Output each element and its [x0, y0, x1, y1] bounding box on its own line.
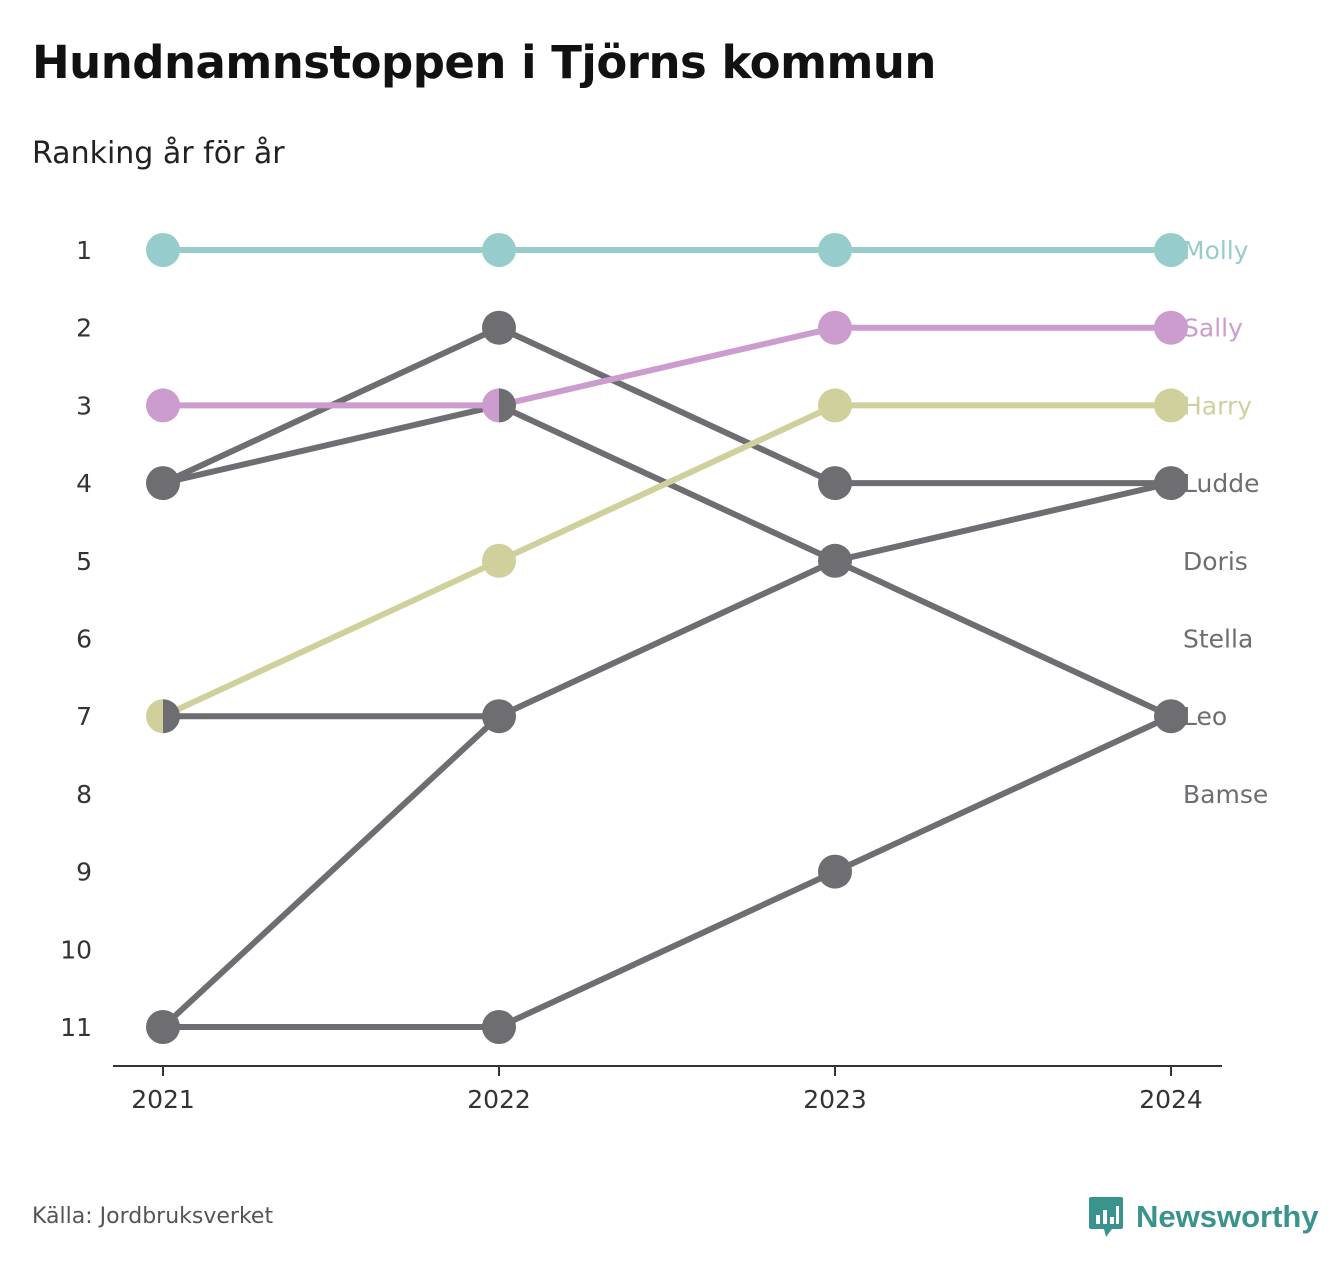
chart-subtitle: Ranking år för år — [32, 136, 285, 171]
x-tick-label: 2022 — [467, 1085, 531, 1114]
series-label-molly: Molly — [1183, 236, 1249, 265]
point-leo-2023 — [818, 854, 852, 889]
series-lines — [160, 247, 1174, 1030]
y-tick-label: 6 — [76, 625, 92, 654]
point-molly-2021 — [146, 233, 180, 267]
y-tick-label: 11 — [60, 1013, 92, 1042]
newsworthy-logo-icon — [1089, 1197, 1123, 1237]
point-ludde-doris-2024 — [1154, 466, 1188, 501]
source-note: Källa: Jordbruksverket — [32, 1204, 274, 1229]
point-half-left — [146, 699, 163, 734]
point-harry-2023 — [818, 388, 852, 423]
series-line-harry — [160, 402, 1174, 720]
y-tick-label: 3 — [76, 391, 92, 420]
series-label-stella: Stella — [1183, 625, 1253, 654]
y-tick-label: 7 — [76, 702, 92, 731]
series-line-stella — [160, 402, 1174, 720]
point-stella-leo-2024 — [1154, 699, 1188, 734]
series-label-ludde: Ludde — [1183, 469, 1259, 498]
y-tick-label: 10 — [60, 935, 92, 964]
x-axis: 2021 2022 2023 2024 — [113, 1065, 1222, 1114]
point-doris-bamse-2022 — [482, 699, 516, 734]
series-labels: Molly Sally Harry Ludde Doris Stella Leo Bamse — [1183, 236, 1268, 809]
point-half-right — [499, 388, 516, 423]
point-molly-2022 — [482, 233, 516, 267]
point-ludde-stella-2021 — [146, 466, 180, 501]
y-tick-label: 5 — [76, 547, 92, 576]
point-sally-2024 — [1154, 310, 1188, 345]
point-sally-2023 — [818, 310, 852, 345]
brand-logo: Newsworthy — [1088, 1194, 1319, 1240]
series-label-harry: Harry — [1183, 391, 1252, 420]
x-tick-label: 2021 — [131, 1085, 195, 1114]
x-tick-label: 2023 — [803, 1085, 867, 1114]
x-tick-label: 2024 — [1139, 1085, 1203, 1114]
y-axis-ticks: 1 2 3 4 5 6 7 8 9 10 11 — [60, 236, 92, 1042]
point-ludde-2022 — [482, 310, 516, 345]
series-line-leo — [160, 713, 1174, 1030]
point-harry-bamse-2021 — [146, 699, 180, 734]
point-sally-stella-2022 — [482, 388, 516, 423]
y-tick-label: 2 — [76, 314, 92, 343]
point-ludde-2023 — [818, 466, 852, 501]
y-tick-label: 9 — [76, 858, 92, 887]
point-molly-2024 — [1154, 233, 1188, 267]
point-harry-2024 — [1154, 388, 1188, 423]
point-harry-2022 — [482, 543, 516, 578]
y-tick-label: 4 — [76, 469, 92, 498]
point-sally-2021 — [146, 388, 180, 423]
point-leo-2022 — [482, 1010, 516, 1044]
brand-name: Newsworthy — [1136, 1199, 1319, 1234]
y-tick-label: 8 — [76, 780, 92, 809]
point-molly-2023 — [818, 233, 852, 267]
series-label-leo: Leo — [1183, 702, 1227, 731]
series-points — [146, 233, 1188, 1044]
chart-title: Hundnamnstoppen i Tjörns kommun — [32, 36, 936, 89]
series-label-sally: Sally — [1183, 314, 1243, 343]
y-tick-label: 1 — [76, 236, 92, 265]
series-line-doris — [160, 480, 1174, 1030]
series-label-bamse: Bamse — [1183, 780, 1268, 809]
point-half-right — [163, 699, 180, 734]
series-line-sally — [160, 324, 1174, 409]
series-label-doris: Doris — [1183, 547, 1248, 576]
point-doris-stella-2023 — [818, 543, 852, 578]
point-half-left — [482, 388, 499, 423]
point-doris-leo-2021 — [146, 1010, 180, 1044]
